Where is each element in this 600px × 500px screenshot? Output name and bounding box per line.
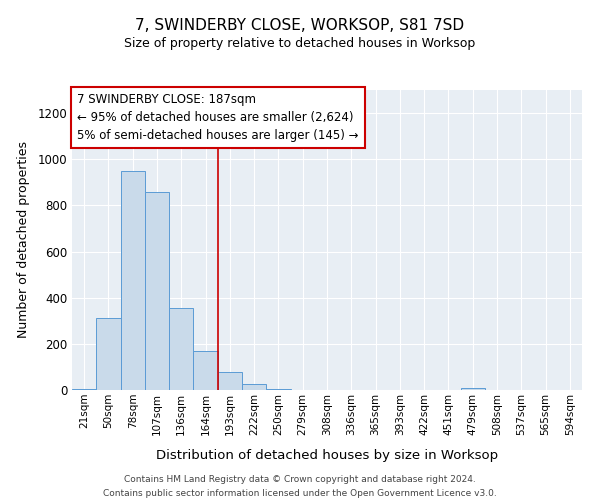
Bar	[169, 308, 193, 390]
Bar	[72, 389, 96, 390]
X-axis label: Distribution of detached houses by size in Worksop: Distribution of detached houses by size …	[156, 449, 498, 462]
Bar	[266, 389, 290, 390]
Bar	[218, 372, 242, 390]
Bar	[145, 192, 169, 390]
Text: Contains HM Land Registry data © Crown copyright and database right 2024.
Contai: Contains HM Land Registry data © Crown c…	[103, 476, 497, 498]
Text: Size of property relative to detached houses in Worksop: Size of property relative to detached ho…	[124, 38, 476, 51]
Y-axis label: Number of detached properties: Number of detached properties	[17, 142, 31, 338]
Bar	[242, 384, 266, 390]
Bar	[193, 351, 218, 390]
Bar	[461, 388, 485, 390]
Bar	[121, 171, 145, 390]
Text: 7 SWINDERBY CLOSE: 187sqm
← 95% of detached houses are smaller (2,624)
5% of sem: 7 SWINDERBY CLOSE: 187sqm ← 95% of detac…	[77, 93, 359, 142]
Text: 7, SWINDERBY CLOSE, WORKSOP, S81 7SD: 7, SWINDERBY CLOSE, WORKSOP, S81 7SD	[136, 18, 464, 32]
Bar	[96, 318, 121, 390]
